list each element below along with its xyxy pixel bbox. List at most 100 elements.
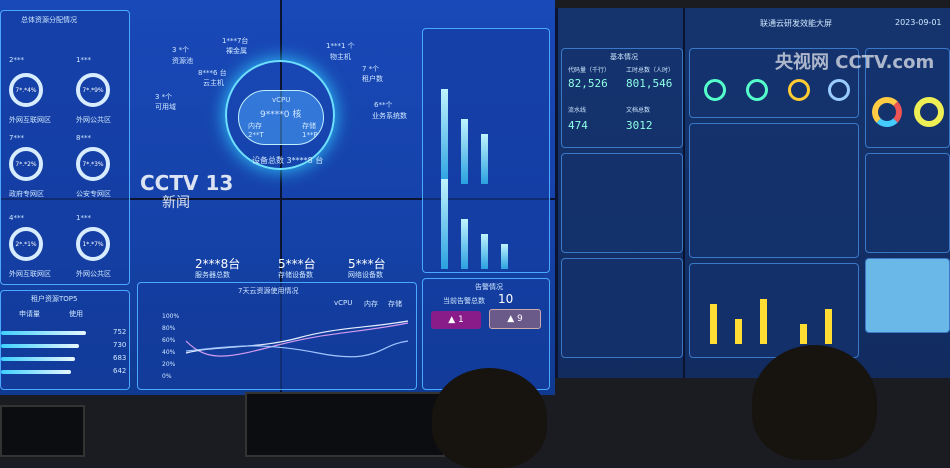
panel-title: 基本情况 <box>610 53 638 61</box>
ring <box>828 79 850 101</box>
bar <box>825 309 832 344</box>
bar <box>760 299 767 344</box>
bar-panel <box>689 263 859 358</box>
wave-panel <box>561 258 683 358</box>
storage-count: 5***台 <box>278 257 316 271</box>
y-tick: 20% <box>162 361 176 368</box>
cctv13-logo: CCTV 13 新闻 <box>140 172 233 212</box>
col-header: 使用 <box>69 310 83 318</box>
trend-panel <box>561 153 683 253</box>
legend-storage: 存储 <box>388 300 402 308</box>
bar <box>481 134 488 184</box>
zone-ring: 7*.*9% <box>76 73 110 107</box>
video-wall-left: 总体资源分配情况 2*** 7*.*4% 外网互联网区 1*** 7*.*9% … <box>0 0 555 395</box>
donut <box>872 97 902 127</box>
zone-count: 7*** <box>9 134 24 142</box>
person-head <box>432 368 547 468</box>
storage-value: 1**P <box>302 131 318 139</box>
legend-vcpu: vCPU <box>334 299 353 307</box>
node-label: 资源池 <box>172 57 193 65</box>
top5-bar <box>1 357 75 361</box>
basic-panel: 基本情况 代码量（千行） 82,526 工时总数（人时） 801,546 流水线… <box>561 48 683 148</box>
top5-bar <box>1 370 71 374</box>
zone-ring: 7*.*3% <box>76 147 110 181</box>
system-top5-panel <box>422 28 550 273</box>
bar <box>461 219 468 269</box>
y-tick: 40% <box>162 349 176 356</box>
zone-label: 公安专网区 <box>76 190 111 198</box>
dashboard-title: 联通云研发效能大屏 <box>760 19 832 28</box>
table-panel <box>865 258 950 333</box>
bar <box>481 234 488 269</box>
zone-ring: 1*.*7% <box>76 227 110 261</box>
code-label: 代码量（千行） <box>568 67 611 74</box>
bar <box>735 319 742 344</box>
y-tick: 60% <box>162 337 176 344</box>
node-value: 3 *个 <box>155 93 173 101</box>
top5-value: 683 <box>113 354 127 362</box>
logo-sub: 新闻 <box>162 195 190 211</box>
pipeline-value: 474 <box>568 119 588 132</box>
line-panel <box>865 153 950 253</box>
ring <box>788 79 810 101</box>
desk-monitor <box>0 405 85 457</box>
bar <box>710 304 717 344</box>
col-header: 申请量 <box>19 310 40 318</box>
alarm-count: 10 <box>498 292 514 306</box>
vcpu-value: 9****0 核 <box>260 110 302 120</box>
node-label: 裸金属 <box>226 47 247 55</box>
zone-label: 政府专网区 <box>9 190 44 198</box>
ring <box>746 79 768 101</box>
alarm-count-label: 当前告警总数 <box>443 297 485 305</box>
panel-title: 7天云资源使用情况 <box>238 287 299 295</box>
node-label: 云主机 <box>203 79 224 87</box>
zone-count: 4*** <box>9 214 24 222</box>
bar <box>800 324 807 344</box>
usage-lines <box>185 320 409 358</box>
usage-panel: 7天云资源使用情况 vCPU 内存 存储 100% 80% 60% 40% 20… <box>137 282 417 390</box>
critical-count: 1 <box>458 315 464 325</box>
panel-title: 告警情况 <box>475 283 503 291</box>
y-tick: 80% <box>162 325 176 332</box>
zone-count: 8*** <box>76 134 91 142</box>
top5-bar <box>1 344 79 348</box>
hours-label: 工时总数（人时） <box>626 67 675 74</box>
top5-value: 752 <box>113 328 127 336</box>
rings-panel <box>689 48 859 118</box>
zone-label: 外网公共区 <box>76 270 111 278</box>
bar <box>441 89 448 184</box>
pipeline-label: 流水线 <box>568 107 587 114</box>
legend-mem: 内存 <box>364 300 378 308</box>
code-value: 82,526 <box>568 77 608 90</box>
ring <box>704 79 726 101</box>
node-value: 6**个 <box>374 101 393 109</box>
resource-panel: 总体资源分配情况 2*** 7*.*4% 外网互联网区 1*** 7*.*9% … <box>0 10 130 285</box>
node-value: 7 *个 <box>362 65 380 73</box>
node-value: 1***1 个 <box>326 42 355 50</box>
zone-label: 外网互联网区 <box>9 116 51 124</box>
zone-label: 外网互联网区 <box>9 270 51 278</box>
cloud-graphic <box>225 60 335 170</box>
bar <box>441 179 448 269</box>
logo-text: CCTV 13 <box>140 171 234 195</box>
docs-label: 文档总数 <box>626 107 651 114</box>
zone-ring: 2*.*1% <box>9 227 43 261</box>
storage-line <box>185 340 409 358</box>
server-count: 2***8台 <box>195 257 241 271</box>
person-head <box>752 345 877 460</box>
y-tick: 100% <box>162 313 180 320</box>
mem-value: 2**T <box>248 131 264 139</box>
critical-alarm-badge[interactable]: ▲ 1 <box>431 311 481 329</box>
server-label: 服务器总数 <box>195 271 230 279</box>
node-label: 物主机 <box>330 53 351 61</box>
network-label: 网络设备数 <box>348 271 383 279</box>
vcpu-line <box>185 322 409 357</box>
device-total: 设备总数 3****8 台 <box>252 156 324 165</box>
node-label: 可用域 <box>155 103 176 111</box>
mem-label: 内存 <box>248 122 262 130</box>
node-value: 1***7台 <box>222 37 249 45</box>
bar <box>501 244 508 269</box>
major-alarm-badge[interactable]: ▲ 9 <box>489 309 541 329</box>
node-value: 3 *个 <box>172 46 190 54</box>
storage-label: 存储 <box>302 122 316 130</box>
